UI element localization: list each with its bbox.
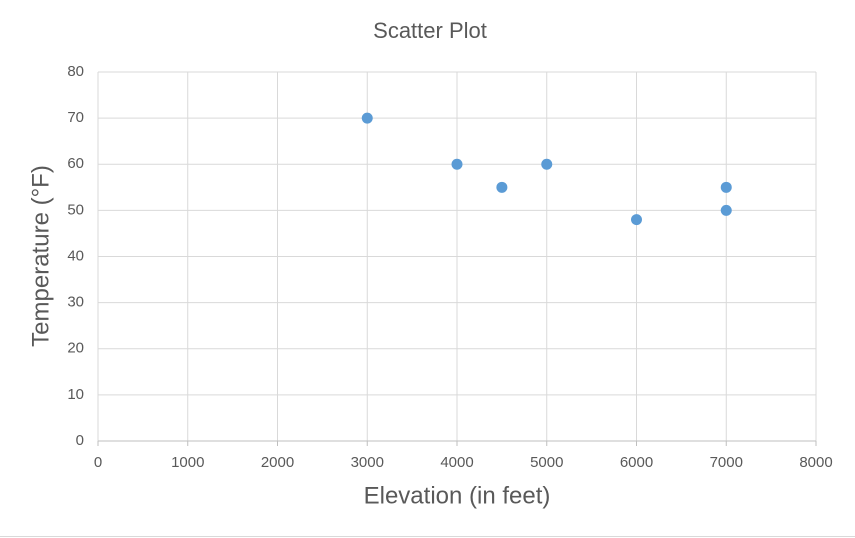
point (361, 112, 373, 124)
y-tick-label: 60 (67, 155, 84, 172)
y-tick-label: 0 (76, 432, 84, 449)
y-tick-label: 40 (67, 247, 84, 264)
x-tick-label: 8000 (799, 454, 832, 471)
point (631, 214, 642, 226)
x-tick-label: 0 (94, 454, 102, 471)
x-axis-label: Elevation (in feet) (364, 482, 551, 509)
y-tick-label: 70 (67, 109, 84, 126)
x-tick-label: 2000 (261, 454, 294, 471)
x-tick-label: 1000 (171, 454, 204, 471)
y-axis-label: Temperature (°F) (27, 165, 54, 347)
y-tick-label: 80 (67, 63, 84, 80)
point (720, 181, 732, 193)
y-tick-label: 10 (67, 386, 84, 403)
x-tick-label: 4000 (440, 454, 473, 471)
y-tick-label: 50 (67, 201, 84, 218)
x-tick-label: 5000 (530, 454, 563, 471)
point (720, 204, 732, 216)
point (541, 158, 553, 170)
x-tick-label: 7000 (710, 454, 743, 471)
y-tick-label: 20 (67, 340, 84, 357)
point (451, 158, 463, 170)
x-tick-label: 3000 (351, 454, 384, 471)
y-tick-label: 30 (67, 294, 84, 311)
x-tick-label: 6000 (620, 454, 653, 471)
point (496, 181, 508, 193)
chart-title: Scatter Plot (373, 18, 487, 43)
